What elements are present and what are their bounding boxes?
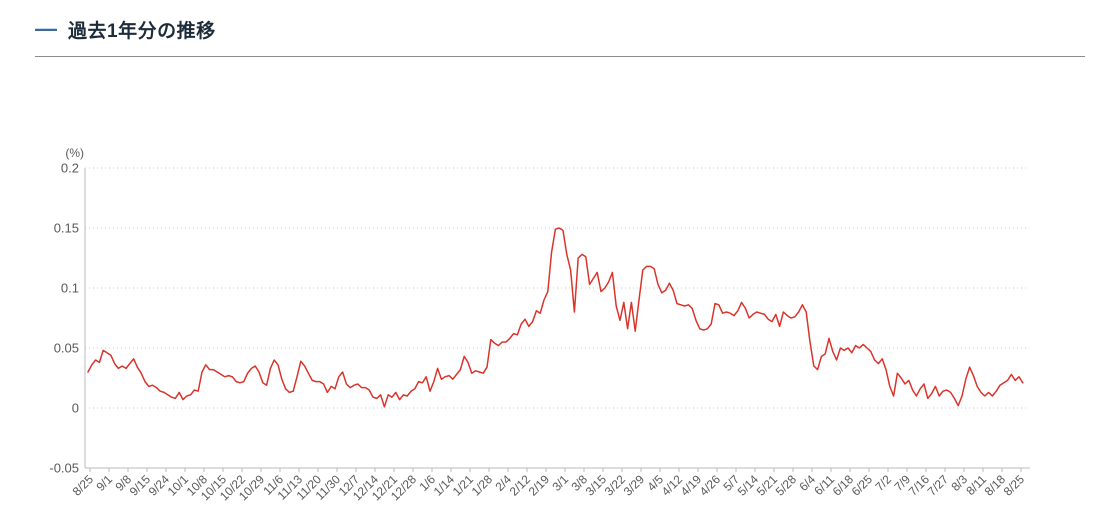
x-axis-tick-label: 1/28 xyxy=(469,472,496,499)
x-axis-tick-label: 8/25 xyxy=(70,472,97,499)
y-axis-tick-label: 0.05 xyxy=(54,341,79,356)
header-divider xyxy=(35,56,1085,57)
y-axis-tick-label: 0 xyxy=(72,401,79,416)
x-axis-tick-label: 7/27 xyxy=(925,472,952,499)
x-axis-tick-label: 2/19 xyxy=(526,472,553,499)
y-axis-tick-label: 0.15 xyxy=(54,221,79,236)
y-axis-tick-label: 0.1 xyxy=(61,281,79,296)
x-axis-tick-label: 9/1 xyxy=(93,472,115,494)
x-axis-tick-label: 6/25 xyxy=(849,472,876,499)
y-axis-tick-label: 0.2 xyxy=(61,161,79,176)
x-axis-tick-label: 4/26 xyxy=(697,472,724,499)
series-polyline xyxy=(87,227,1024,408)
y-axis-tick-label: -0.05 xyxy=(49,461,79,476)
x-axis-tick-label: 8/25 xyxy=(1001,472,1028,499)
section-header: — 過去1年分の推移 xyxy=(35,16,216,43)
x-axis-tick-label: 7/2 xyxy=(872,472,894,494)
unit-label: (%) xyxy=(65,146,84,160)
x-axis-tick-label: 3/1 xyxy=(549,472,571,494)
x-axis-tick-label: 3/29 xyxy=(621,472,648,499)
x-axis-tick-label: 5/28 xyxy=(773,472,800,499)
page-title: 過去1年分の推移 xyxy=(68,21,216,42)
title-dash-icon: — xyxy=(35,15,57,41)
